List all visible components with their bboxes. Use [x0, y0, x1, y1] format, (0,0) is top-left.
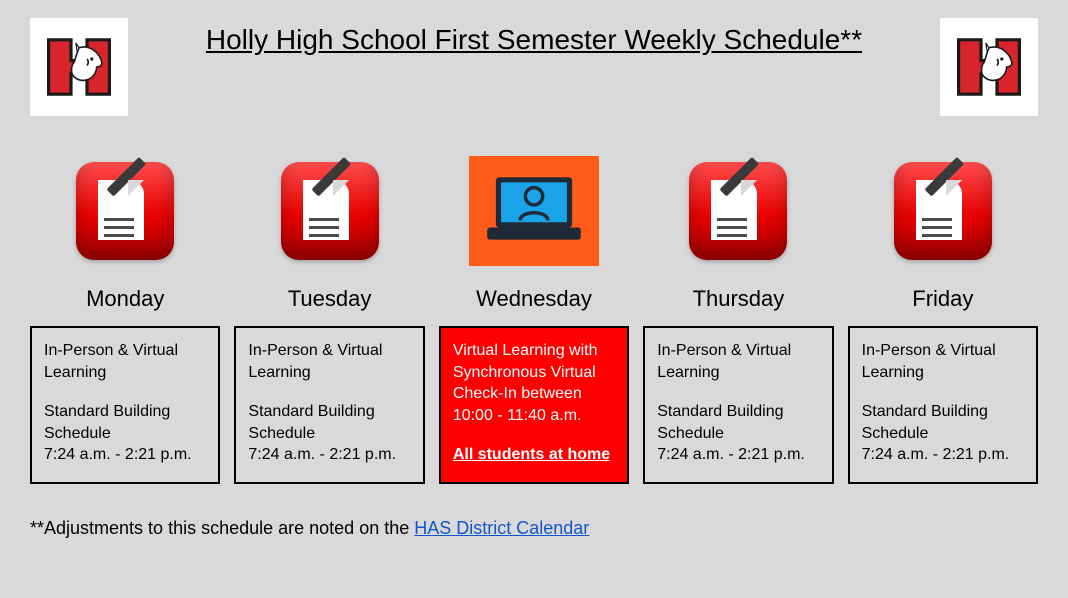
day-col-wednesday: Wednesday Virtual Learning with Synchron…: [439, 156, 629, 484]
day-block-2: Standard Building Schedule 7:24 a.m. - 2…: [248, 401, 410, 466]
day-line: Learning: [248, 364, 310, 381]
page-title: Holly High School First Semester Weekly …: [128, 24, 940, 56]
day-line-emph: All students at home: [453, 446, 610, 463]
day-col-monday: Monday In-Person & Virtual Learning Stan…: [30, 156, 220, 484]
school-logo-icon: [949, 27, 1029, 107]
day-box: In-Person & Virtual Learning Standard Bu…: [848, 326, 1038, 484]
day-icon-wrap: [76, 156, 174, 266]
day-line: 7:24 a.m. - 2:21 p.m.: [862, 446, 1010, 463]
day-col-thursday: Thursday In-Person & Virtual Learning St…: [643, 156, 833, 484]
notepad-icon: [689, 162, 787, 260]
day-block-1: In-Person & Virtual Learning: [44, 340, 206, 383]
day-box: In-Person & Virtual Learning Standard Bu…: [234, 326, 424, 484]
day-line: 7:24 a.m. - 2:21 p.m.: [44, 446, 192, 463]
day-box: In-Person & Virtual Learning Standard Bu…: [643, 326, 833, 484]
day-block-2: Standard Building Schedule 7:24 a.m. - 2…: [44, 401, 206, 466]
day-line: Standard Building: [248, 403, 374, 420]
day-line: Standard Building: [862, 403, 988, 420]
day-name: Friday: [912, 286, 973, 312]
district-calendar-link[interactable]: HAS District Calendar: [414, 518, 589, 538]
day-line: Learning: [657, 364, 719, 381]
day-line: In-Person & Virtual: [862, 342, 996, 359]
day-line: Standard Building: [657, 403, 783, 420]
day-name: Monday: [86, 286, 164, 312]
day-line: Schedule: [657, 425, 724, 442]
day-line: In-Person & Virtual: [44, 342, 178, 359]
day-line: Learning: [44, 364, 106, 381]
day-icon-wrap: [894, 156, 992, 266]
page: Holly High School First Semester Weekly …: [0, 0, 1068, 598]
footnote-text: **Adjustments to this schedule are noted…: [30, 518, 414, 538]
days-row: Monday In-Person & Virtual Learning Stan…: [30, 156, 1038, 484]
day-block-1: In-Person & Virtual Learning: [862, 340, 1024, 383]
day-line: 7:24 a.m. - 2:21 p.m.: [248, 446, 396, 463]
day-block-2: Standard Building Schedule 7:24 a.m. - 2…: [657, 401, 819, 466]
day-line: Synchronous Virtual: [453, 364, 596, 381]
day-icon-wrap: [689, 156, 787, 266]
day-block-1: Virtual Learning with Synchronous Virtua…: [453, 340, 615, 426]
header-row: Holly High School First Semester Weekly …: [30, 18, 1038, 116]
day-line: Schedule: [862, 425, 929, 442]
day-line: In-Person & Virtual: [248, 342, 382, 359]
school-logo-left: [30, 18, 128, 116]
notepad-icon: [894, 162, 992, 260]
school-logo-icon: [39, 27, 119, 107]
day-name: Thursday: [693, 286, 785, 312]
day-line: Schedule: [248, 425, 315, 442]
day-line: 10:00 - 11:40 a.m.: [453, 407, 582, 424]
notepad-icon: [76, 162, 174, 260]
day-line: In-Person & Virtual: [657, 342, 791, 359]
school-logo-right: [940, 18, 1038, 116]
day-col-tuesday: Tuesday In-Person & Virtual Learning Sta…: [234, 156, 424, 484]
footnote: **Adjustments to this schedule are noted…: [30, 518, 1038, 539]
day-line: Standard Building: [44, 403, 170, 420]
day-line: 7:24 a.m. - 2:21 p.m.: [657, 446, 805, 463]
day-block-1: In-Person & Virtual Learning: [248, 340, 410, 383]
day-line: Schedule: [44, 425, 111, 442]
day-box: In-Person & Virtual Learning Standard Bu…: [30, 326, 220, 484]
day-icon-wrap: [469, 156, 599, 266]
day-block-1: In-Person & Virtual Learning: [657, 340, 819, 383]
day-line: Check-In between: [453, 385, 582, 402]
day-icon-wrap: [281, 156, 379, 266]
day-line: Learning: [862, 364, 924, 381]
laptop-icon: [469, 156, 599, 266]
notepad-icon: [281, 162, 379, 260]
day-line: Virtual Learning with: [453, 342, 598, 359]
day-block-2: All students at home: [453, 444, 615, 466]
day-block-2: Standard Building Schedule 7:24 a.m. - 2…: [862, 401, 1024, 466]
day-name: Tuesday: [288, 286, 372, 312]
day-name: Wednesday: [476, 286, 592, 312]
day-box-virtual: Virtual Learning with Synchronous Virtua…: [439, 326, 629, 484]
day-col-friday: Friday In-Person & Virtual Learning Stan…: [848, 156, 1038, 484]
